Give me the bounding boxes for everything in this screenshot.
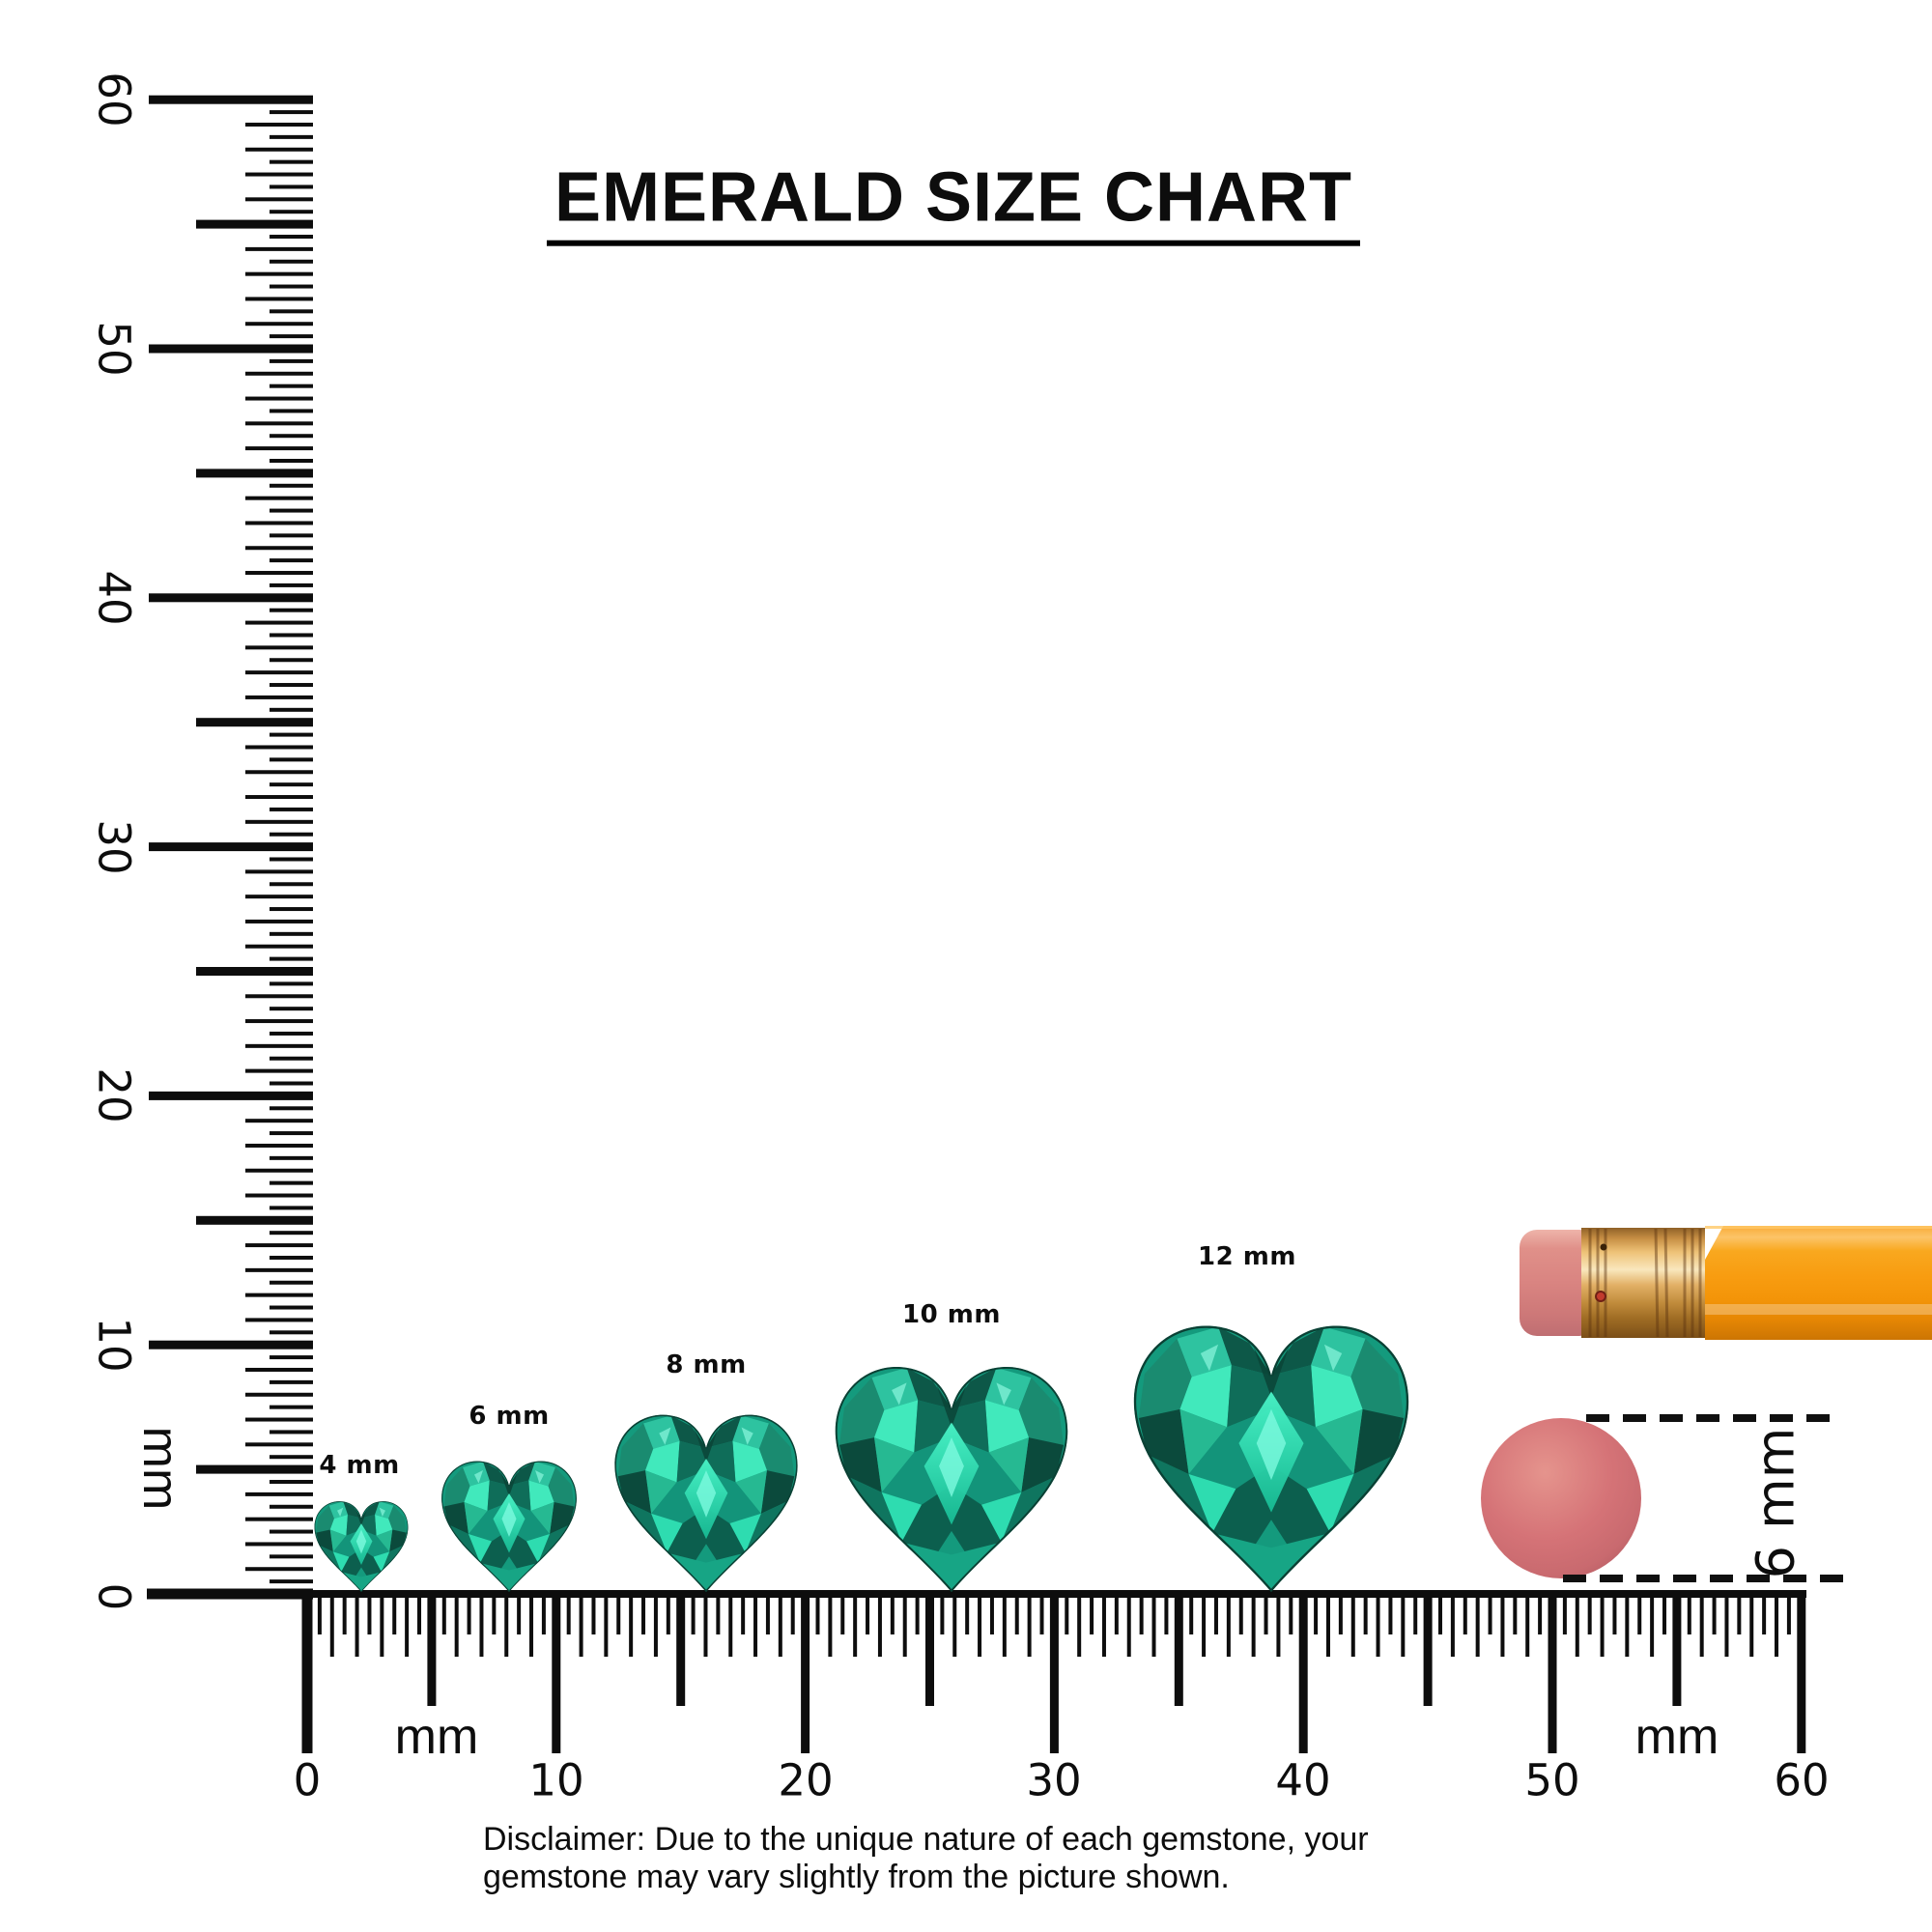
- vruler-label-0: 0: [88, 1582, 140, 1611]
- pencil: [1520, 1226, 1932, 1340]
- page-title: EMERALD SIZE CHART: [547, 161, 1360, 246]
- vruler-label-30: 30: [88, 819, 140, 875]
- gem-label-12mm: 12 mm: [1198, 1242, 1296, 1271]
- pencil-ferrule: [1581, 1228, 1705, 1338]
- emerald-heart-6mm: [441, 1462, 577, 1592]
- pencil-body: [1705, 1226, 1932, 1340]
- gem-label-8mm: 8 mm: [666, 1350, 747, 1379]
- gem-label-10mm: 10 mm: [902, 1300, 1001, 1329]
- vruler-label-20: 20: [88, 1067, 140, 1123]
- pencil-eraser-tip: [1520, 1230, 1597, 1336]
- round-eraser: [1481, 1418, 1641, 1578]
- hruler-label-30: 30: [1026, 1754, 1082, 1806]
- disclaimer-text: Disclaimer: Due to the unique nature of …: [483, 1821, 1369, 1895]
- ferrule-dimple-dot: [1600, 1243, 1607, 1251]
- eraser-measure-label: 6 mm: [1745, 1427, 1806, 1579]
- pencil-body-chamfer: [1705, 1226, 1723, 1260]
- emerald-heart-12mm: [1134, 1325, 1408, 1592]
- emerald-heart-4mm: [315, 1501, 409, 1592]
- emerald-heart-10mm: [836, 1367, 1067, 1592]
- vruler-label-60: 60: [88, 71, 140, 128]
- ruler-corner-zero-tick: [301, 1590, 313, 1753]
- pencil-body-top-rim: [1705, 1226, 1932, 1229]
- hruler-label-40: 40: [1275, 1754, 1331, 1806]
- ferrule-crimp-lines: [1588, 1228, 1702, 1338]
- pencil-body-glare: [1705, 1304, 1932, 1315]
- hruler-label-10: 10: [528, 1754, 584, 1806]
- vruler-label-10: 10: [88, 1317, 140, 1373]
- hruler-unit-mm-left: mm: [394, 1709, 479, 1765]
- gem-label-4mm: 4 mm: [319, 1451, 400, 1480]
- horizontal-ruler-baseline: [302, 1590, 1806, 1598]
- vruler-label-50: 50: [88, 321, 140, 377]
- hruler-unit-mm-right: mm: [1634, 1709, 1719, 1765]
- emerald-heart-8mm: [614, 1415, 797, 1592]
- ferrule-red-dot: [1595, 1291, 1606, 1302]
- horizontal-ruler-ticks: [317, 1594, 1806, 1753]
- vruler-unit-mm: mm: [132, 1426, 188, 1511]
- vruler-label-40: 40: [88, 570, 140, 626]
- vertical-ruler-ticks: [147, 95, 313, 1600]
- hruler-label-60: 60: [1774, 1754, 1830, 1806]
- hruler-label-20: 20: [778, 1754, 834, 1806]
- hruler-label-50: 50: [1524, 1754, 1580, 1806]
- hruler-label-0: 0: [293, 1754, 322, 1806]
- gem-label-6mm: 6 mm: [469, 1402, 550, 1431]
